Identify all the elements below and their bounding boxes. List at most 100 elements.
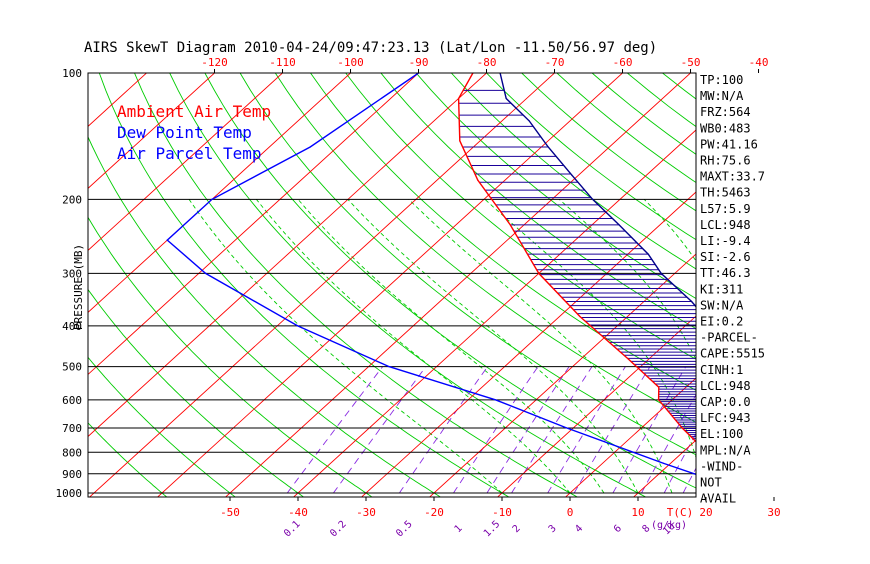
series-point (510, 224, 511, 225)
top-temp-label: -50 (681, 56, 701, 69)
series-point (760, 399, 761, 400)
series-point (506, 98, 507, 99)
series-point (211, 199, 212, 200)
dry-adiabat (161, 54, 655, 502)
index-label: AVAIL (700, 492, 736, 506)
index-label: LI:-9.4 (700, 234, 751, 248)
mixing-ratio-line (817, 367, 870, 493)
series-point (548, 146, 549, 147)
mixing-ratio-label: 0.2 (328, 519, 349, 540)
series-point (566, 427, 567, 428)
isotherm (424, 54, 870, 502)
mixing-ratio-line (784, 367, 843, 493)
bottom-temp-label: 10 (631, 506, 644, 519)
mixing-ratio-label: 6 (612, 523, 624, 535)
isotherm (832, 54, 870, 502)
bottom-temp-label: -30 (356, 506, 376, 519)
pressure-tick-label: 1000 (56, 487, 83, 500)
series-point (579, 316, 580, 317)
dry-adiabat (434, 54, 870, 502)
top-temp-label: -80 (477, 56, 497, 69)
series-point (538, 273, 539, 274)
index-label: EL:100 (700, 427, 743, 441)
isotherm (764, 54, 870, 502)
pressure-tick-label: 700 (62, 422, 82, 435)
legend-entry: Ambient Air Temp (117, 102, 271, 121)
isotherm (0, 54, 32, 502)
legend-entry: Dew Point Temp (117, 123, 252, 142)
series-point (661, 273, 662, 274)
legend: Ambient Air Temp Dew Point Temp Air Parcel… (117, 102, 271, 163)
dry-adiabat (0, 54, 242, 502)
index-labels: TP:100MW:N/AFRZ:564WB0:483PW:41.16RH:75.… (700, 73, 765, 506)
series-point (592, 199, 593, 200)
mixing-ratio-label: 4 (573, 523, 585, 535)
series-point (495, 399, 496, 400)
index-label: TH:5463 (700, 186, 751, 200)
series-point (310, 146, 311, 147)
index-label: L57:5.9 (700, 202, 751, 216)
index-label: TT:46.3 (700, 266, 751, 280)
index-label: -WIND- (700, 459, 743, 473)
bottom-temp-label: -20 (424, 506, 444, 519)
top-temp-label: -40 (749, 56, 769, 69)
pressure-tick-label: 900 (62, 468, 82, 481)
bottom-temp-label: 0 (567, 506, 574, 519)
index-label: KI:311 (700, 282, 743, 296)
series-point (663, 463, 664, 464)
series-point (658, 387, 659, 388)
dry-adiabat (0, 54, 173, 502)
mixing-ratio-line (763, 367, 824, 493)
index-label: MAXT:33.7 (700, 170, 765, 184)
index-label: CAPE:5515 (700, 347, 765, 361)
mixing-ratio-label: 3 (547, 523, 559, 535)
bottom-temp-label: 30 (767, 506, 780, 519)
index-label: -PARCEL- (700, 331, 758, 345)
index-label: LCL:948 (700, 379, 751, 393)
index-label: LCL:948 (700, 218, 751, 232)
series-point (767, 492, 768, 493)
dry-adiabat (59, 54, 449, 502)
series-point (757, 383, 758, 384)
dry-adiabat (366, 54, 870, 502)
series-point (777, 427, 778, 428)
index-label: MPL:N/A (700, 443, 751, 457)
index-label: CINH:1 (700, 363, 743, 377)
series-point (658, 399, 659, 400)
dry-adiabat (844, 54, 870, 502)
bottom-temp-label: -10 (492, 506, 512, 519)
pressure-tick-label: 600 (62, 394, 82, 407)
dry-adiabat (776, 54, 870, 502)
mixing-ratio-label: 1.5 (482, 519, 503, 540)
series-point (477, 180, 478, 181)
series-line-2 (500, 73, 794, 493)
mixing-ratio-label: 2 (511, 523, 523, 535)
dry-adiabat (400, 54, 870, 502)
chart-title: AIRS SkewT Diagram 2010-04-24/09:47:23.1… (84, 40, 657, 56)
top-temp-label: -90 (409, 56, 429, 69)
top-temp-label: -70 (545, 56, 565, 69)
index-label: LFC:943 (700, 411, 751, 425)
top-temp-label: -120 (201, 56, 228, 69)
series-point (746, 492, 747, 493)
dry-adiabat (0, 54, 311, 502)
series-point (628, 359, 629, 360)
dry-adiabat (742, 54, 870, 502)
mixing-ratio-label: 0.1 (282, 519, 303, 540)
series-point (691, 301, 692, 302)
y-axis-label: PRESSURE (MB) (72, 244, 85, 330)
series-point (297, 325, 298, 326)
series-point (682, 427, 683, 428)
series-point (794, 492, 795, 493)
series-point (771, 414, 772, 415)
index-label: RH:75.6 (700, 154, 751, 168)
series-point (648, 254, 649, 255)
series-point (529, 120, 530, 121)
index-label: PW:41.16 (700, 137, 758, 151)
legend-entry: Air Parcel Temp (117, 144, 262, 163)
index-label: CAP:0.0 (700, 395, 751, 409)
index-label: TP:100 (700, 73, 743, 87)
series-point (571, 175, 572, 176)
